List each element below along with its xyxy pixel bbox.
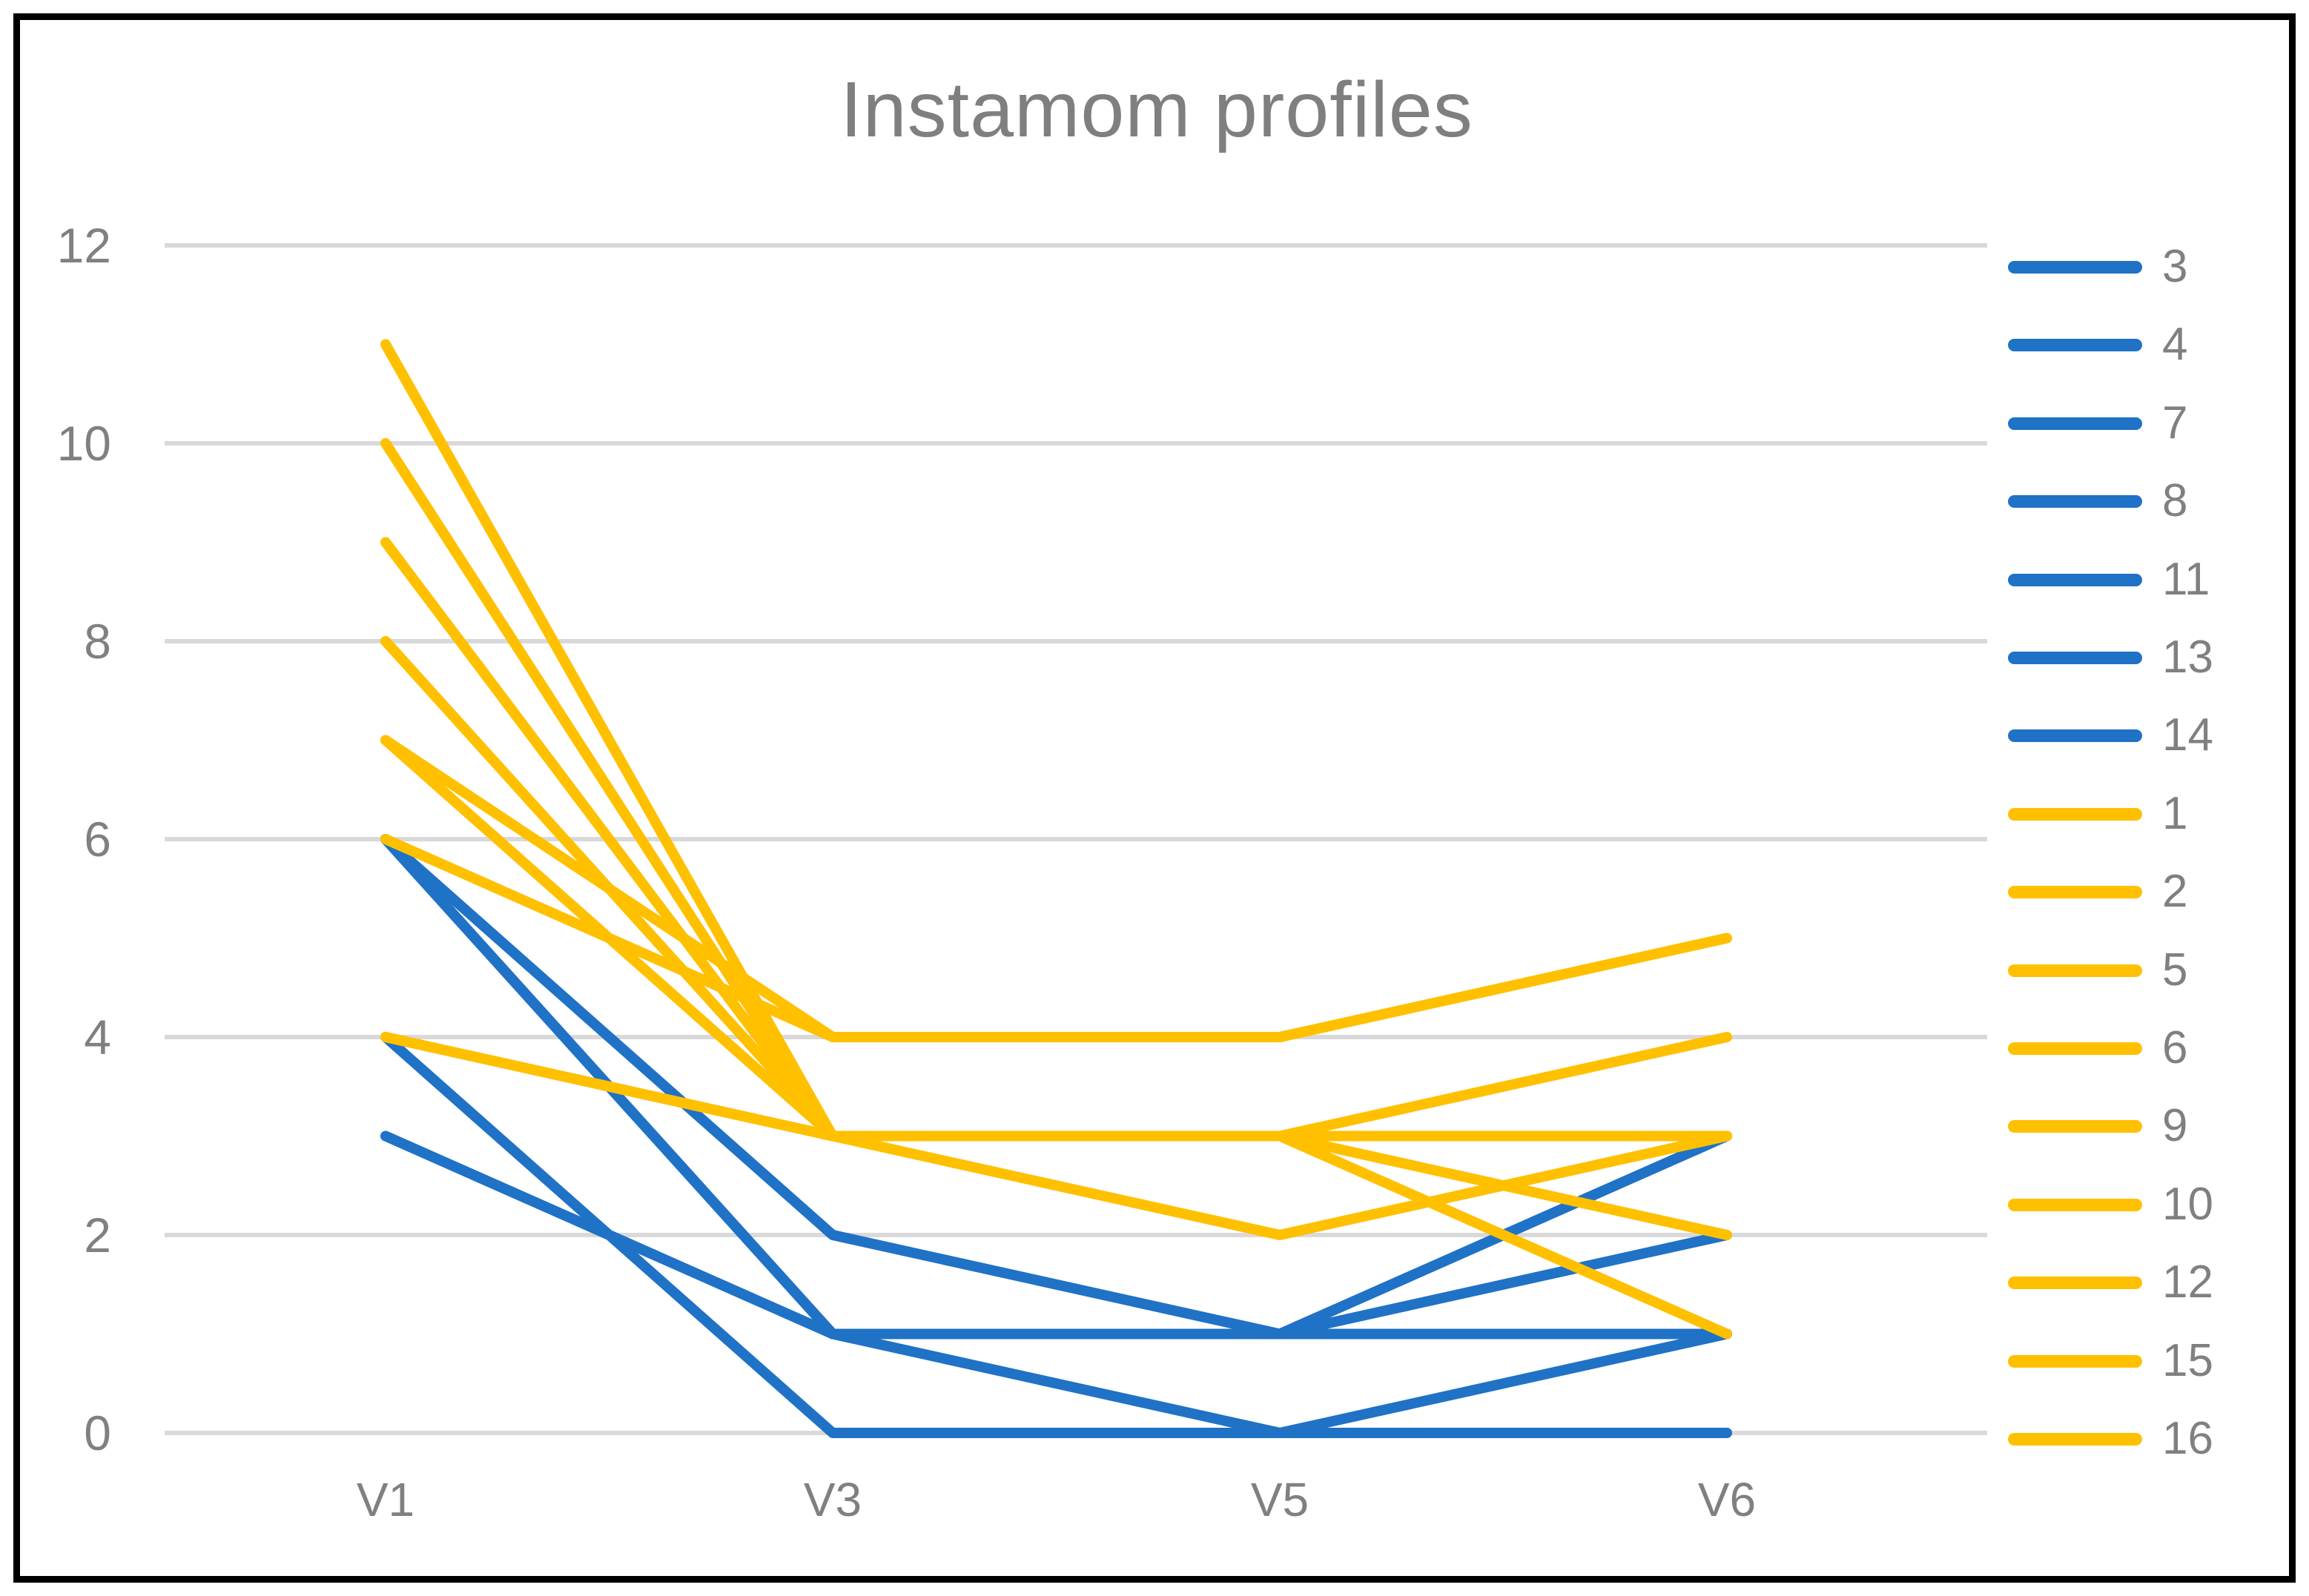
legend-label-2: 2: [2162, 866, 2188, 918]
legend-item-4[interactable]: 4: [0, 321, 2309, 368]
legend-label-10: 10: [2162, 1178, 2213, 1230]
x-tick-label-V3: V3: [803, 1473, 862, 1526]
legend-line-swatch-9: [2008, 1120, 2142, 1133]
y-tick-label-12: 12: [56, 218, 111, 273]
legend-item-6[interactable]: 6: [0, 1024, 2309, 1072]
x-tick-label-V1: V1: [356, 1473, 415, 1526]
series-line-16[interactable]: [380, 1032, 1732, 1240]
x-tick-label-V6: V6: [1697, 1473, 1757, 1526]
legend-label-1: 1: [2162, 787, 2188, 839]
legend-label-16: 16: [2162, 1413, 2213, 1464]
series-line-11[interactable]: [380, 1130, 1732, 1438]
legend-line-swatch-12: [2008, 1277, 2142, 1290]
legend-line-swatch-8: [2008, 495, 2142, 509]
legend-label-5: 5: [2162, 944, 2188, 996]
legend-line-swatch-11: [2008, 573, 2142, 586]
legend-label-8: 8: [2162, 475, 2188, 527]
legend-label-3: 3: [2162, 241, 2188, 292]
legend-line-swatch-6: [2008, 1042, 2142, 1055]
legend-line-swatch-4: [2008, 339, 2142, 352]
chart-outer-border: [13, 13, 2296, 1583]
chart-title: Instamom profiles: [840, 66, 1473, 153]
legend-label-4: 4: [2162, 319, 2188, 371]
legend-item-5[interactable]: 5: [0, 944, 2309, 996]
legend-line-swatch-16: [2008, 1433, 2142, 1446]
y-tick-label-10: 10: [56, 416, 111, 471]
legend-line-swatch-2: [2008, 886, 2142, 899]
legend-line-swatch-1: [2008, 807, 2142, 821]
legend-label-7: 7: [2162, 397, 2188, 448]
x-tick-label-V5: V5: [1250, 1473, 1309, 1526]
legend-label-13: 13: [2162, 632, 2213, 683]
legend-label-9: 9: [2162, 1100, 2188, 1152]
legend-item-7[interactable]: 7: [0, 397, 2309, 448]
legend-label-11: 11: [2162, 553, 2210, 605]
legend-line-swatch-13: [2008, 652, 2142, 664]
legend-item-15[interactable]: 15: [0, 1337, 2309, 1385]
legend-label-12: 12: [2162, 1256, 2213, 1308]
legend-item-1[interactable]: 1: [0, 787, 2309, 839]
legend-line-swatch-10: [2008, 1198, 2142, 1211]
y-tick-label-2: 2: [84, 1208, 111, 1262]
legend-item-3[interactable]: 3: [0, 243, 2309, 291]
legend-label-14: 14: [2162, 709, 2213, 761]
legend-line-swatch-5: [2008, 964, 2142, 977]
legend-label-6: 6: [2162, 1022, 2188, 1073]
legend-item-10[interactable]: 10: [0, 1178, 2309, 1230]
legend-item-11[interactable]: 11: [0, 553, 2309, 605]
legend-item-9[interactable]: 9: [0, 1102, 2309, 1150]
legend-item-8[interactable]: 8: [0, 477, 2309, 525]
legend-line-swatch-7: [2008, 417, 2142, 430]
legend-item-13[interactable]: 13: [0, 634, 2309, 681]
series-line-12[interactable]: [380, 834, 1732, 1042]
legend-item-16[interactable]: 16: [0, 1415, 2309, 1463]
y-tick-label-6: 6: [84, 812, 111, 867]
legend-line-swatch-15: [2008, 1354, 2142, 1368]
y-tick-label-0: 0: [84, 1405, 111, 1460]
legend-item-14[interactable]: 14: [0, 712, 2309, 759]
y-tick-label-8: 8: [84, 614, 111, 669]
legend-item-2[interactable]: 2: [0, 868, 2309, 915]
legend-line-swatch-14: [2008, 729, 2142, 743]
legend-item-12[interactable]: 12: [0, 1259, 2309, 1306]
legend-label-15: 15: [2162, 1334, 2213, 1386]
y-tick-label-4: 4: [84, 1010, 111, 1064]
legend-line-swatch-3: [2008, 261, 2142, 274]
